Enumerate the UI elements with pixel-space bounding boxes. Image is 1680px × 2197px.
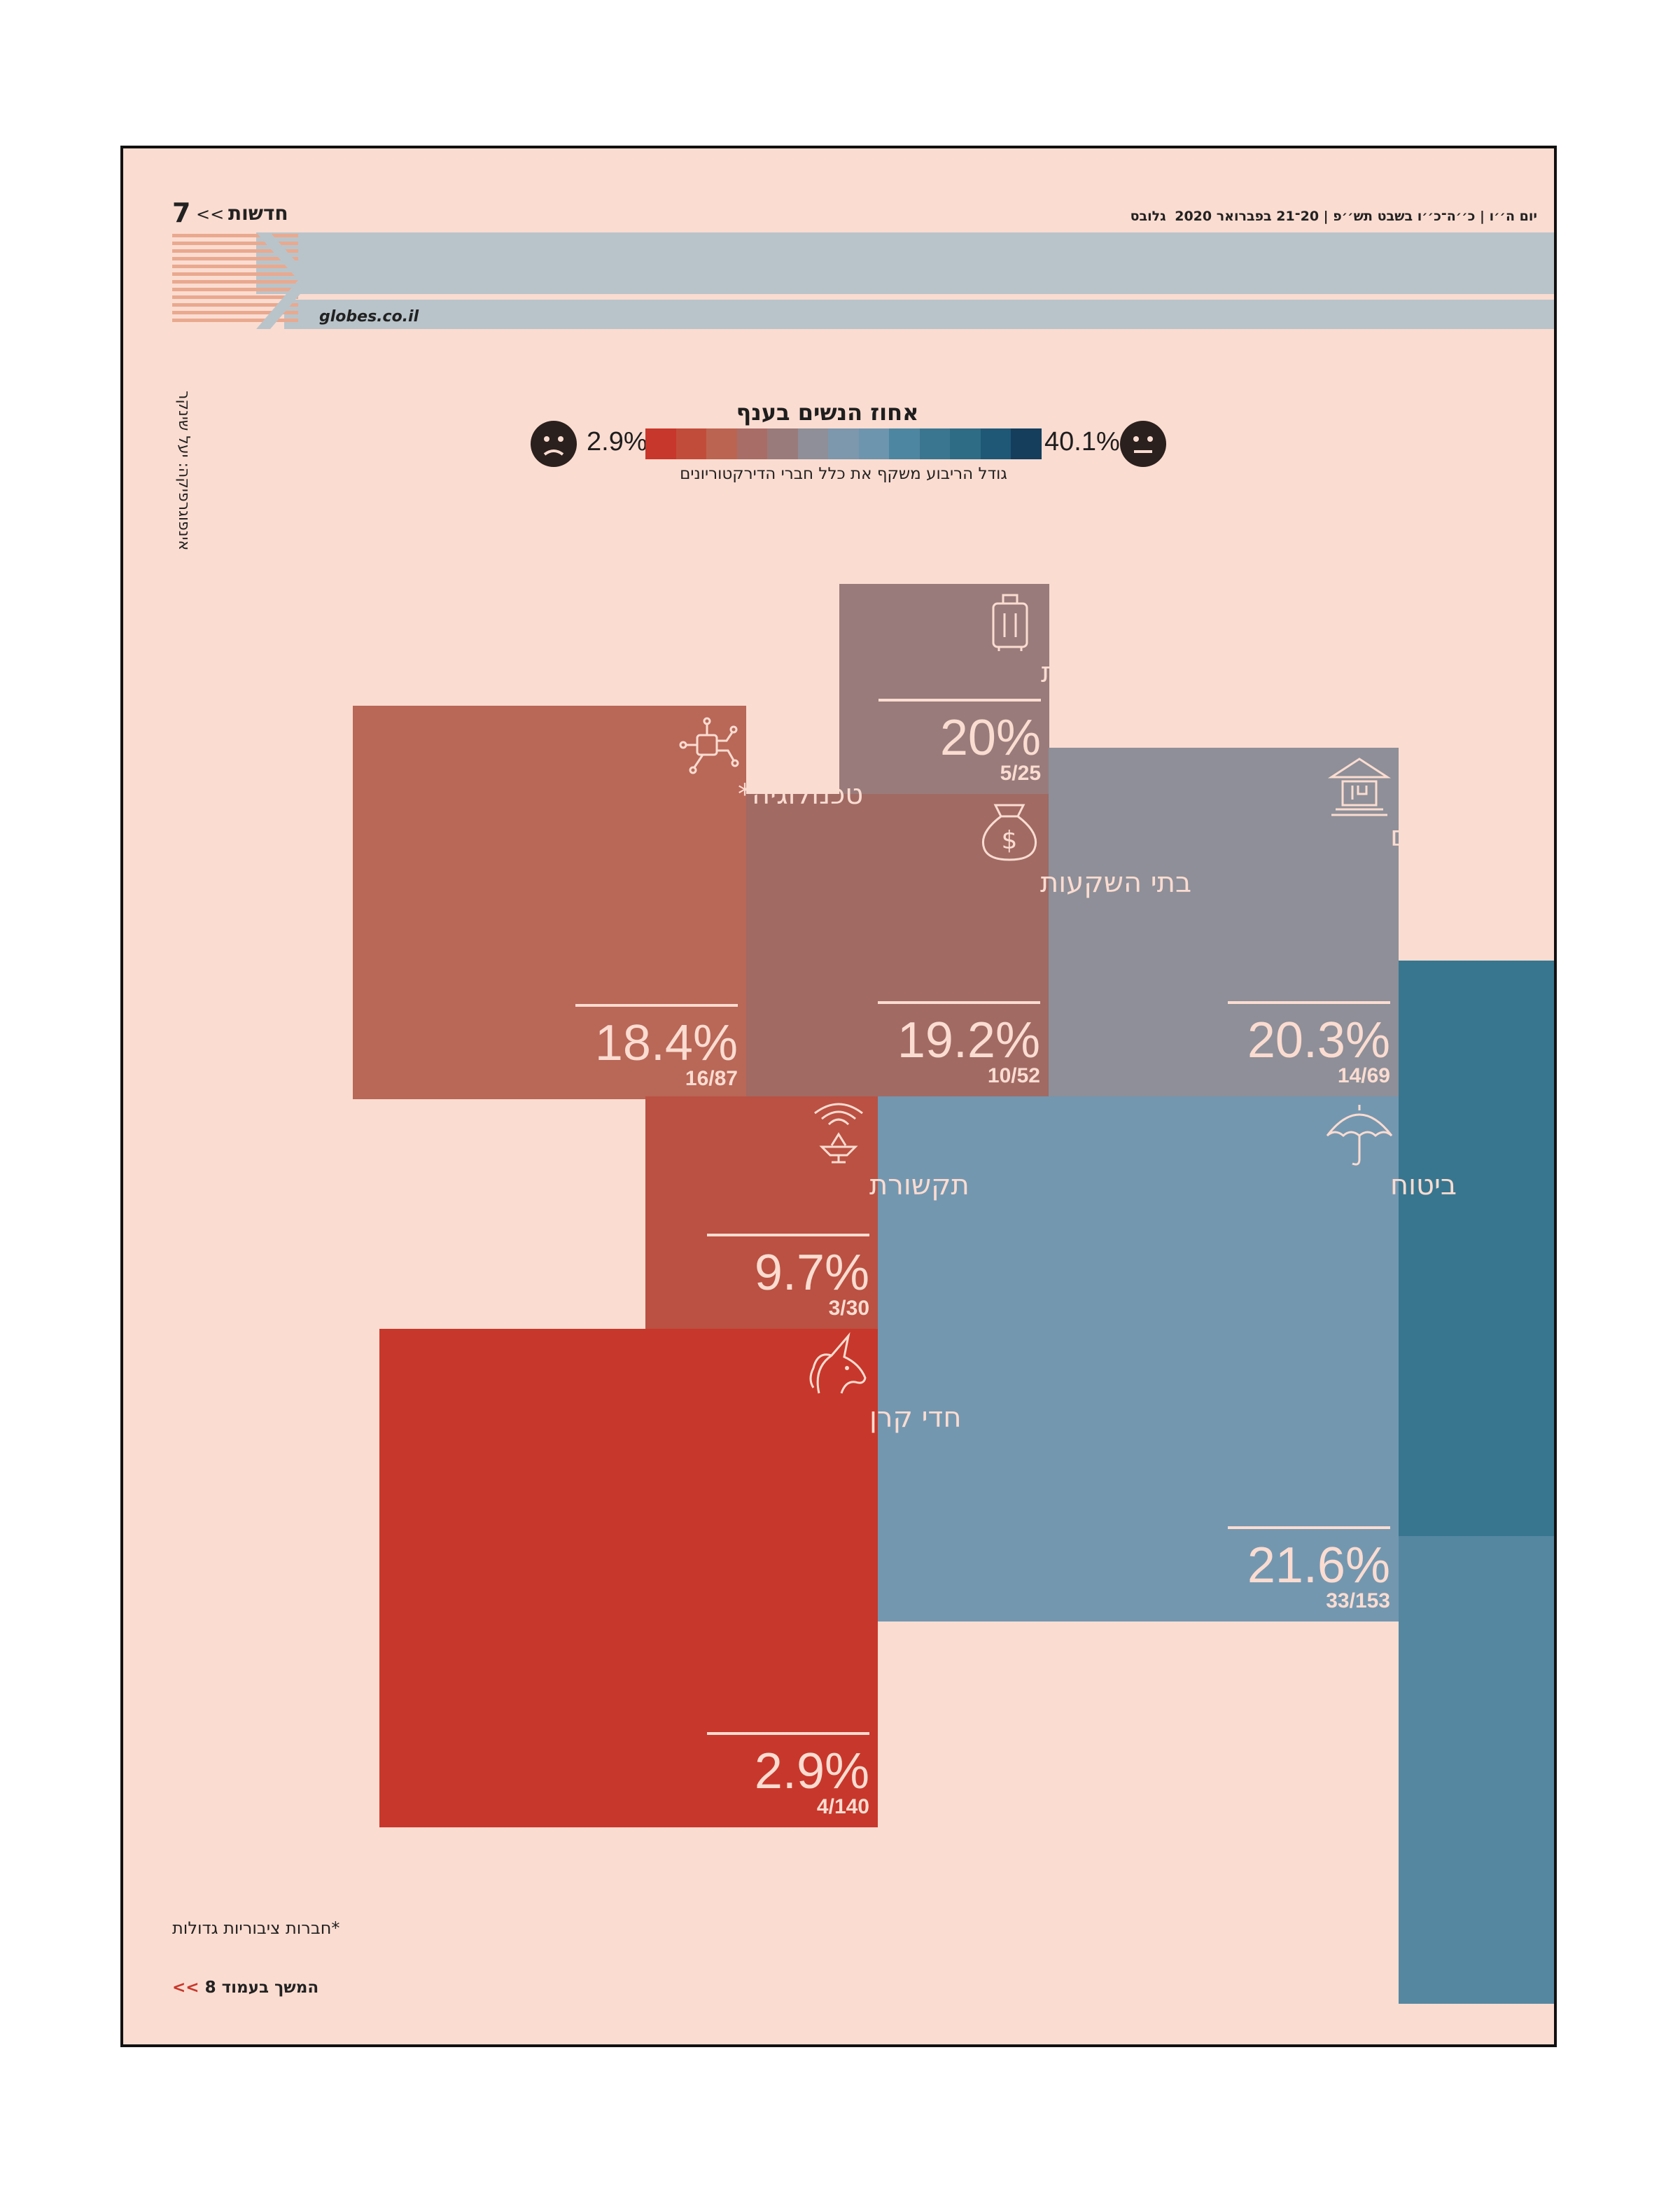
treemap-tile xyxy=(878,1096,1399,1621)
percent-label: 9.7% xyxy=(755,1245,869,1301)
credit-line: אינפוגרפיקה: יעל שינקר xyxy=(175,391,192,551)
legend-min-label: 2.9% xyxy=(587,427,648,456)
percent-label: 20.3% xyxy=(1247,1012,1390,1068)
date-line: יום ה׳׳ו | כ׳׳ה־כ׳׳ו בשבט תש׳׳פ | 20־21 … xyxy=(1130,209,1537,224)
legend-color-cell xyxy=(736,428,768,459)
legend-color-cell xyxy=(1011,428,1042,459)
legend-color-cell xyxy=(919,428,951,459)
section-arrow: << xyxy=(196,204,225,224)
sector-name: בתי השקעות xyxy=(1040,867,1191,899)
legend-max-label: 40.1% xyxy=(1044,427,1120,456)
treemap-tile xyxy=(1399,1536,1554,2004)
fraction-label: 4/140 xyxy=(817,1795,869,1818)
legend-color-cell xyxy=(767,428,798,459)
antenna-icon xyxy=(814,1103,863,1164)
website-link[interactable]: globes.co.il xyxy=(319,308,419,326)
header-chevron xyxy=(256,232,312,329)
fraction-label: 5/25 xyxy=(1000,762,1041,785)
fraction-label: 14/69 xyxy=(1338,1064,1390,1087)
percent-label: 18.4% xyxy=(595,1015,738,1071)
sector-group: ביטוח 21.6%33/153 xyxy=(1228,1105,1457,1612)
legend-color-cell xyxy=(676,428,707,459)
section-label: חדשות xyxy=(228,202,288,225)
sector-group: טכנולוגיה* 18.4%16/87 xyxy=(575,717,863,1090)
bank-icon xyxy=(1327,758,1392,816)
legend-color-cell xyxy=(645,428,676,459)
percent-label: 19.2% xyxy=(897,1012,1040,1068)
sector-name: טכנולוגיה* xyxy=(738,779,863,811)
newspaper-page: 7 << חדשות יום ה׳׳ו | כ׳׳ה־כ׳׳ו בשבט תש׳… xyxy=(120,146,1557,2047)
circuit-icon xyxy=(679,717,739,774)
fraction-label: 33/153 xyxy=(1326,1589,1390,1612)
treemap-tile xyxy=(379,1329,878,1827)
footnote: *חברות ציבוריות גדולות xyxy=(172,1918,340,1938)
header-band-bottom xyxy=(284,300,1554,329)
fraction-label: 10/52 xyxy=(988,1064,1040,1087)
sector-name: בנקים xyxy=(1390,821,1462,853)
treemap-tile xyxy=(746,794,1049,1096)
svg-text:$: $ xyxy=(1002,826,1018,855)
treemap-tile xyxy=(839,584,1049,794)
sector-group: חדי קרן 2.9%4/140 xyxy=(707,1332,961,1818)
legend-color-cell xyxy=(797,428,829,459)
money-bag-icon: $ xyxy=(982,804,1037,861)
legend-color-cell xyxy=(980,428,1011,459)
sector-name: מלונאות xyxy=(1041,657,1140,689)
legend-color-scale xyxy=(645,428,1042,459)
legend-color-cell xyxy=(706,428,737,459)
percent-label: 20% xyxy=(940,710,1041,766)
sector-group: בנקים 20.3%14/69 xyxy=(1228,758,1462,1087)
percent-label: 21.6% xyxy=(1247,1537,1390,1593)
umbrella-icon xyxy=(1326,1105,1393,1166)
legend-color-cell xyxy=(889,428,920,459)
neutral-face-icon xyxy=(1120,421,1166,467)
treemap-tile xyxy=(1399,961,1554,1536)
date-text: יום ה׳׳ו | כ׳׳ה־כ׳׳ו בשבט תש׳׳פ | 20־21 … xyxy=(1175,209,1537,224)
unicorn-icon xyxy=(809,1332,867,1394)
continued-text: המשך בעמוד 8 xyxy=(204,1979,319,1997)
sector-group: $ בתי השקעות 19.2%10/52 xyxy=(878,804,1191,1087)
treemap-tile xyxy=(1049,748,1399,1096)
fraction-label: 3/30 xyxy=(829,1297,869,1320)
percent-label: 2.9% xyxy=(755,1743,869,1799)
continued-arrow: << xyxy=(172,1979,200,1997)
sector-name: ביטוח xyxy=(1390,1169,1457,1201)
sector-name: תקשורת xyxy=(869,1169,969,1201)
sad-face-icon xyxy=(531,421,577,467)
suitcase-icon xyxy=(992,594,1028,651)
treemap-tile xyxy=(353,706,746,1099)
sector-name: חדי קרן xyxy=(869,1402,961,1434)
legend-color-cell xyxy=(858,428,890,459)
legend-color-cell xyxy=(950,428,981,459)
continued-link[interactable]: << המשך בעמוד 8 xyxy=(172,1979,318,1997)
legend-color-cell xyxy=(828,428,859,459)
page-number: 7 xyxy=(172,197,191,228)
fraction-label: 16/87 xyxy=(685,1067,738,1090)
sector-group: תקשורת 9.7%3/30 xyxy=(707,1103,969,1320)
legend-title: אחוז הנשים בענף xyxy=(736,399,919,426)
legend-note: גודל הריבוע משקף את כלל חברי הדירקטוריונ… xyxy=(680,465,1007,483)
header-band-top xyxy=(256,232,1554,294)
brand-logo: גלובס xyxy=(1130,209,1166,224)
